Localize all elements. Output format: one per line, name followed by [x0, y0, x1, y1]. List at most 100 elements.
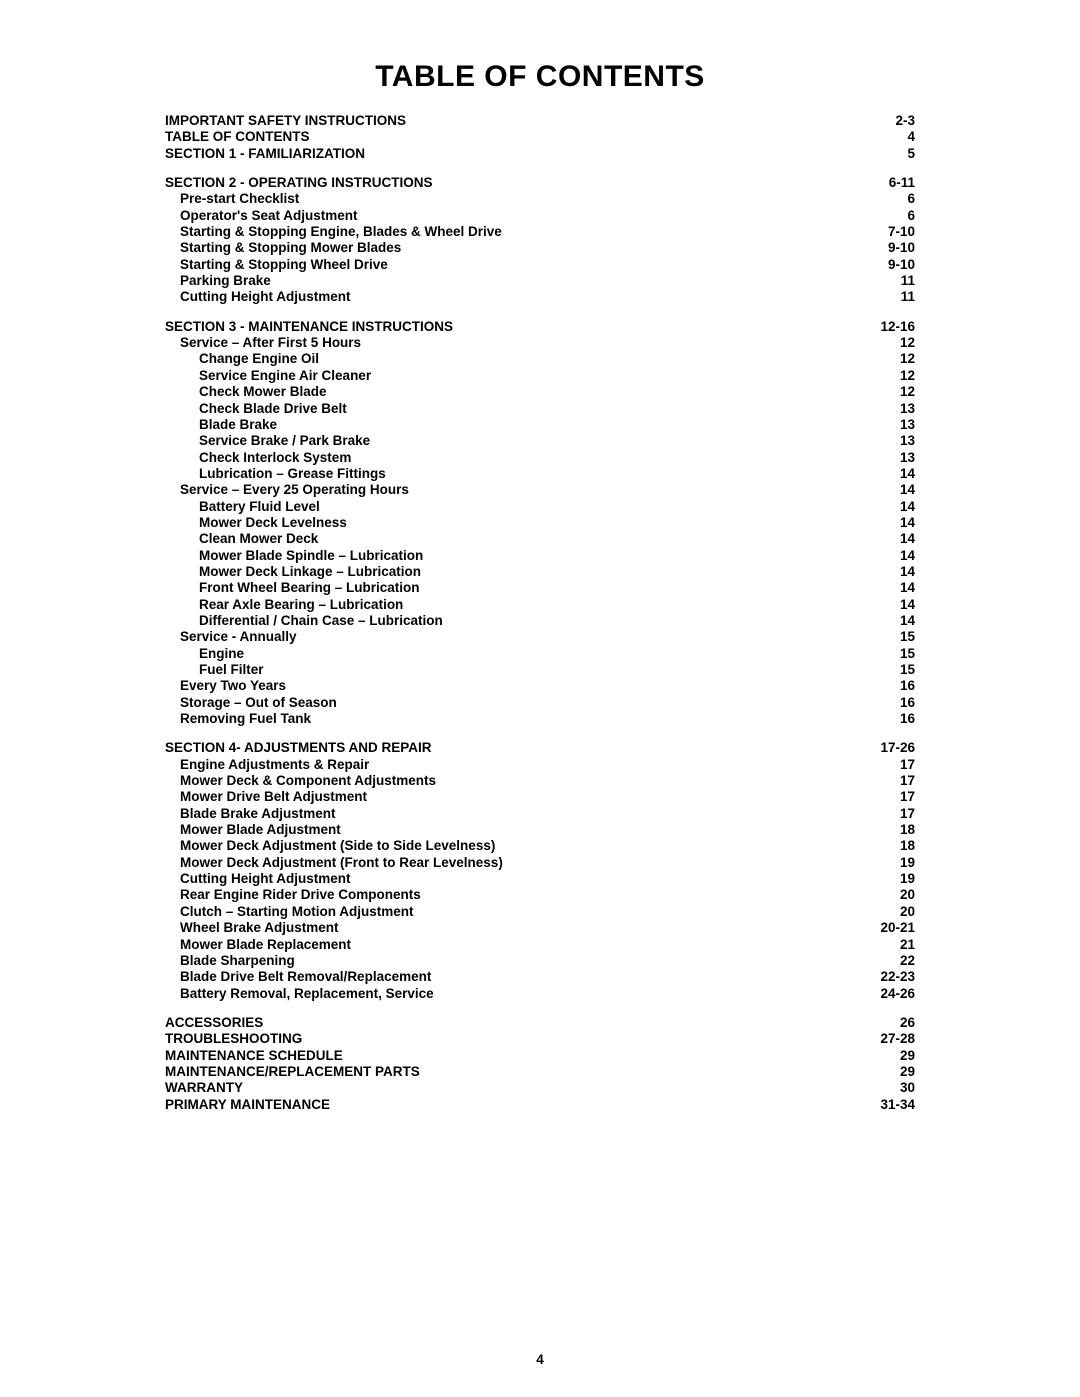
- toc-row: Blade Brake Adjustment17: [165, 807, 915, 822]
- toc-page: 13: [900, 451, 915, 466]
- toc-label: Lubrication – Grease Fittings: [199, 467, 386, 482]
- toc-label: SECTION 1 - FAMILIARIZATION: [165, 147, 365, 162]
- toc-label: MAINTENANCE SCHEDULE: [165, 1049, 343, 1064]
- toc-label: Check Mower Blade: [199, 385, 327, 400]
- toc-label: Mower Deck & Component Adjustments: [180, 774, 436, 789]
- toc-page: 9-10: [888, 258, 915, 273]
- toc-label: TABLE OF CONTENTS: [165, 130, 310, 145]
- toc-page: 12: [900, 385, 915, 400]
- toc-page: 15: [900, 663, 915, 678]
- toc-row: Lubrication – Grease Fittings14: [165, 467, 915, 482]
- toc-page: 19: [900, 856, 915, 871]
- toc-page: 9-10: [888, 241, 915, 256]
- toc-page: 15: [900, 647, 915, 662]
- toc-row: Mower Blade Spindle – Lubrication14: [165, 549, 915, 564]
- group-gap: [165, 307, 915, 320]
- toc-label: Clean Mower Deck: [199, 532, 318, 547]
- toc-page: 17-26: [880, 741, 915, 756]
- toc-row: Blade Sharpening22: [165, 954, 915, 969]
- toc-label: Starting & Stopping Engine, Blades & Whe…: [180, 225, 502, 240]
- toc-row: Fuel Filter 15: [165, 663, 915, 678]
- toc-page: 14: [900, 549, 915, 564]
- toc-label: SECTION 3 - MAINTENANCE INSTRUCTIONS: [165, 320, 453, 335]
- toc-row: Mower Drive Belt Adjustment17: [165, 790, 915, 805]
- toc-label: Battery Fluid Level: [199, 500, 320, 515]
- toc-label: Operator's Seat Adjustment: [180, 209, 358, 224]
- toc-row: Engine15: [165, 647, 915, 662]
- toc-row: Service Engine Air Cleaner12: [165, 369, 915, 384]
- toc-page: 17: [900, 790, 915, 805]
- toc-row: Operator's Seat Adjustment6: [165, 209, 915, 224]
- toc-label: IMPORTANT SAFETY INSTRUCTIONS: [165, 114, 406, 129]
- toc-page: 27-28: [880, 1032, 915, 1047]
- toc-row: Removing Fuel Tank16: [165, 712, 915, 727]
- toc-page: 29: [900, 1065, 915, 1080]
- toc-row: Mower Deck Adjustment (Front to Rear Lev…: [165, 856, 915, 871]
- toc-page: 6-11: [889, 176, 915, 191]
- toc-row: Starting & Stopping Mower Blades 9-10: [165, 241, 915, 256]
- toc-row: MAINTENANCE/REPLACEMENT PARTS29: [165, 1065, 915, 1080]
- toc-row: Engine Adjustments & Repair17: [165, 758, 915, 773]
- toc-label: Mower Deck Adjustment (Side to Side Leve…: [180, 839, 495, 854]
- toc-row: Parking Brake11: [165, 274, 915, 289]
- toc-label: Blade Brake: [199, 418, 277, 433]
- toc-row: SECTION 3 - MAINTENANCE INSTRUCTIONS 12-1…: [165, 320, 915, 335]
- toc-page: 11: [901, 290, 915, 305]
- toc-page: 12: [900, 369, 915, 384]
- toc-row: Rear Engine Rider Drive Components20: [165, 888, 915, 903]
- toc-label: Fuel Filter: [199, 663, 264, 678]
- toc-page: 5: [907, 147, 915, 162]
- toc-page: 2-3: [895, 114, 915, 129]
- toc-page: 14: [900, 598, 915, 613]
- toc-page: 20: [900, 905, 915, 920]
- toc-page: 26: [900, 1016, 915, 1031]
- toc-label: Front Wheel Bearing – Lubrication: [199, 581, 420, 596]
- page-number: 4: [0, 1352, 1080, 1367]
- toc-row: Starting & Stopping Engine, Blades & Whe…: [165, 225, 915, 240]
- toc-label: Service - Annually: [180, 630, 297, 645]
- toc-row: Front Wheel Bearing – Lubrication14: [165, 581, 915, 596]
- toc-label: Mower Blade Adjustment: [180, 823, 341, 838]
- toc-page: 12: [900, 352, 915, 367]
- toc-row: Battery Fluid Level14: [165, 500, 915, 515]
- toc-page: 13: [900, 434, 915, 449]
- toc-page: 12-16: [880, 320, 915, 335]
- toc-row: Battery Removal, Replacement, Service24-…: [165, 987, 915, 1002]
- toc-label: Check Blade Drive Belt: [199, 402, 347, 417]
- toc-page: 31-34: [880, 1098, 915, 1113]
- toc-row: Check Mower Blade 12: [165, 385, 915, 400]
- toc-row: Check Interlock System13: [165, 451, 915, 466]
- toc-row: Service – Every 25 Operating Hours14: [165, 483, 915, 498]
- toc-label: PRIMARY MAINTENANCE: [165, 1098, 330, 1113]
- toc-row: Mower Deck Levelness14: [165, 516, 915, 531]
- toc-label: Mower Deck Linkage – Lubrication: [199, 565, 421, 580]
- toc-label: TROUBLESHOOTING: [165, 1032, 302, 1047]
- toc-label: WARRANTY: [165, 1081, 243, 1096]
- group-gap: [165, 1003, 915, 1016]
- toc-row: Clean Mower Deck14: [165, 532, 915, 547]
- toc-label: Battery Removal, Replacement, Service: [180, 987, 434, 1002]
- toc-page: 20-21: [880, 921, 915, 936]
- toc-page: 19: [900, 872, 915, 887]
- toc-label: Differential / Chain Case – Lubrication: [199, 614, 443, 629]
- toc-row: WARRANTY30: [165, 1081, 915, 1096]
- toc-label: SECTION 4- ADJUSTMENTS AND REPAIR: [165, 741, 432, 756]
- toc-page: 7-10: [888, 225, 915, 240]
- toc-row: MAINTENANCE SCHEDULE29: [165, 1049, 915, 1064]
- toc-row: Every Two Years16: [165, 679, 915, 694]
- toc-page: 17: [900, 807, 915, 822]
- toc-label: Pre-start Checklist: [180, 192, 299, 207]
- toc-row: Blade Drive Belt Removal/Replacement22-2…: [165, 970, 915, 985]
- toc-row: SECTION 1 - FAMILIARIZATION 5: [165, 147, 915, 162]
- toc-page: 11: [901, 274, 915, 289]
- toc-row: Rear Axle Bearing – Lubrication 14: [165, 598, 915, 613]
- page: TABLE OF CONTENTS IMPORTANT SAFETY INSTR…: [0, 0, 1080, 1397]
- toc-label: Rear Axle Bearing – Lubrication: [199, 598, 403, 613]
- toc-row: Starting & Stopping Wheel Drive9-10: [165, 258, 915, 273]
- toc-row: Mower Deck Linkage – Lubrication14: [165, 565, 915, 580]
- toc-row: Pre-start Checklist6: [165, 192, 915, 207]
- toc-row: SECTION 2 - OPERATING INSTRUCTIONS6-11: [165, 176, 915, 191]
- toc-label: Starting & Stopping Mower Blades: [180, 241, 401, 256]
- table-of-contents: IMPORTANT SAFETY INSTRUCTIONS 2-3 TABLE OF…: [165, 114, 915, 1112]
- toc-row: Mower Blade Adjustment18: [165, 823, 915, 838]
